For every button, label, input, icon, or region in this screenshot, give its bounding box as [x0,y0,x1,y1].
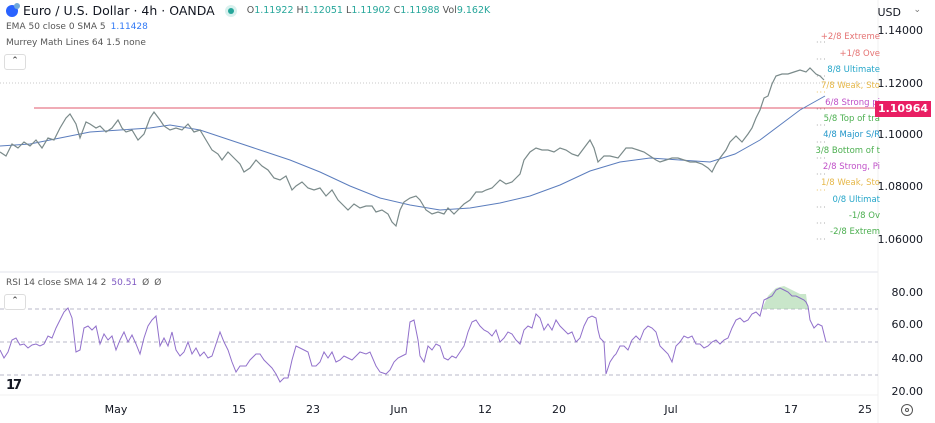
candles [0,67,825,228]
time-axis-label: 12 [478,403,492,416]
ema-label: EMA 50 close 0 SMA 5 [6,22,106,32]
murrey-level-label: 4/8 Major S/R [823,130,880,140]
market-status-dot-icon [227,7,234,14]
murrey-level-label: -2/8 Extrem [830,227,880,237]
murrey-level-label: 0/8 Ultimat [832,195,880,205]
time-axis-label: Jul [664,403,678,416]
murrey-legend[interactable]: Murrey Math Lines 64 1.5 none [6,38,146,48]
murrey-level-label: 2/8 Strong, Pi [822,162,880,172]
chart-settings-gear-icon[interactable] [901,404,913,416]
ohlc-values: O1.11922 H1.12051 L1.11902 C1.11988 Vol9… [246,5,491,16]
rsi-extra-2: Ø [154,278,162,288]
symbol-logo-icon [6,2,20,17]
rsi-value: 50.51 [111,278,138,288]
rsi-axis-label: 80.00 [891,286,924,299]
murrey-level-label: 3/8 Bottom of t [815,146,881,156]
collapse-legend-button[interactable]: ⌃ [4,54,26,70]
chevron-up-icon: ⌃ [11,296,19,306]
ema-value: 1.11428 [110,22,148,32]
price-axis-label: 1.14000 [877,24,924,37]
time-axis-label: 17 [784,403,798,416]
price-axis-label: 1.10000 [877,128,924,141]
rsi-axis-label: 60.00 [891,318,924,331]
murrey-level-label: +1/8 Ove [839,49,880,59]
rsi-axis-label: 40.00 [891,352,924,365]
murrey-level-label: 7/8 Weak, Sto [821,81,880,91]
ema-legend[interactable]: EMA 50 close 0 SMA 5 1.11428 [6,22,148,32]
symbol-title[interactable]: Euro / U.S. Dollar · 4h · OANDA [23,3,215,18]
murrey-label: Murrey Math Lines 64 1.5 none [6,38,146,48]
time-axis-label: 23 [306,403,320,416]
rsi-legend[interactable]: RSI 14 close SMA 14 2 50.51 Ø Ø [6,278,161,288]
rsi-extra-1: Ø [142,278,150,288]
murrey-level-label: 5/8 Top of tra [823,114,880,124]
rsi-axis-label: 20.00 [891,385,924,398]
price-axis-label: 1.08000 [877,180,924,193]
price-axis-label: 1.12000 [877,77,924,90]
murrey-level-label: +2/8 Extreme [820,32,880,42]
time-axis-label: 15 [232,403,246,416]
current-price-tag: 1.10964 [875,101,931,117]
time-axis-label: Jun [390,403,408,416]
time-axis-label: 25 [858,403,872,416]
chevron-up-icon: ⌃ [11,56,19,66]
chart-legend-header: Euro / U.S. Dollar · 4h · OANDA O1.11922… [6,2,491,18]
currency-selector[interactable]: USD [877,6,901,19]
murrey-level-label: 1/8 Weak, Sto [821,178,880,188]
price-axis-label: 1.06000 [877,233,924,246]
collapse-rsi-button[interactable]: ⌃ [4,294,26,310]
murrey-level-label: -1/8 Ov [848,211,880,221]
time-axis-label: 20 [552,403,566,416]
chevron-down-icon[interactable]: ⌄ [913,5,921,15]
tradingview-logo-icon[interactable]: 17 [6,378,22,393]
time-axis-label: May [104,403,128,416]
murrey-level-label: 8/8 Ultimate [827,65,880,75]
murrey-level-label: 6/8 Strong pi [825,98,880,108]
rsi-label: RSI 14 close SMA 14 2 [6,278,107,288]
